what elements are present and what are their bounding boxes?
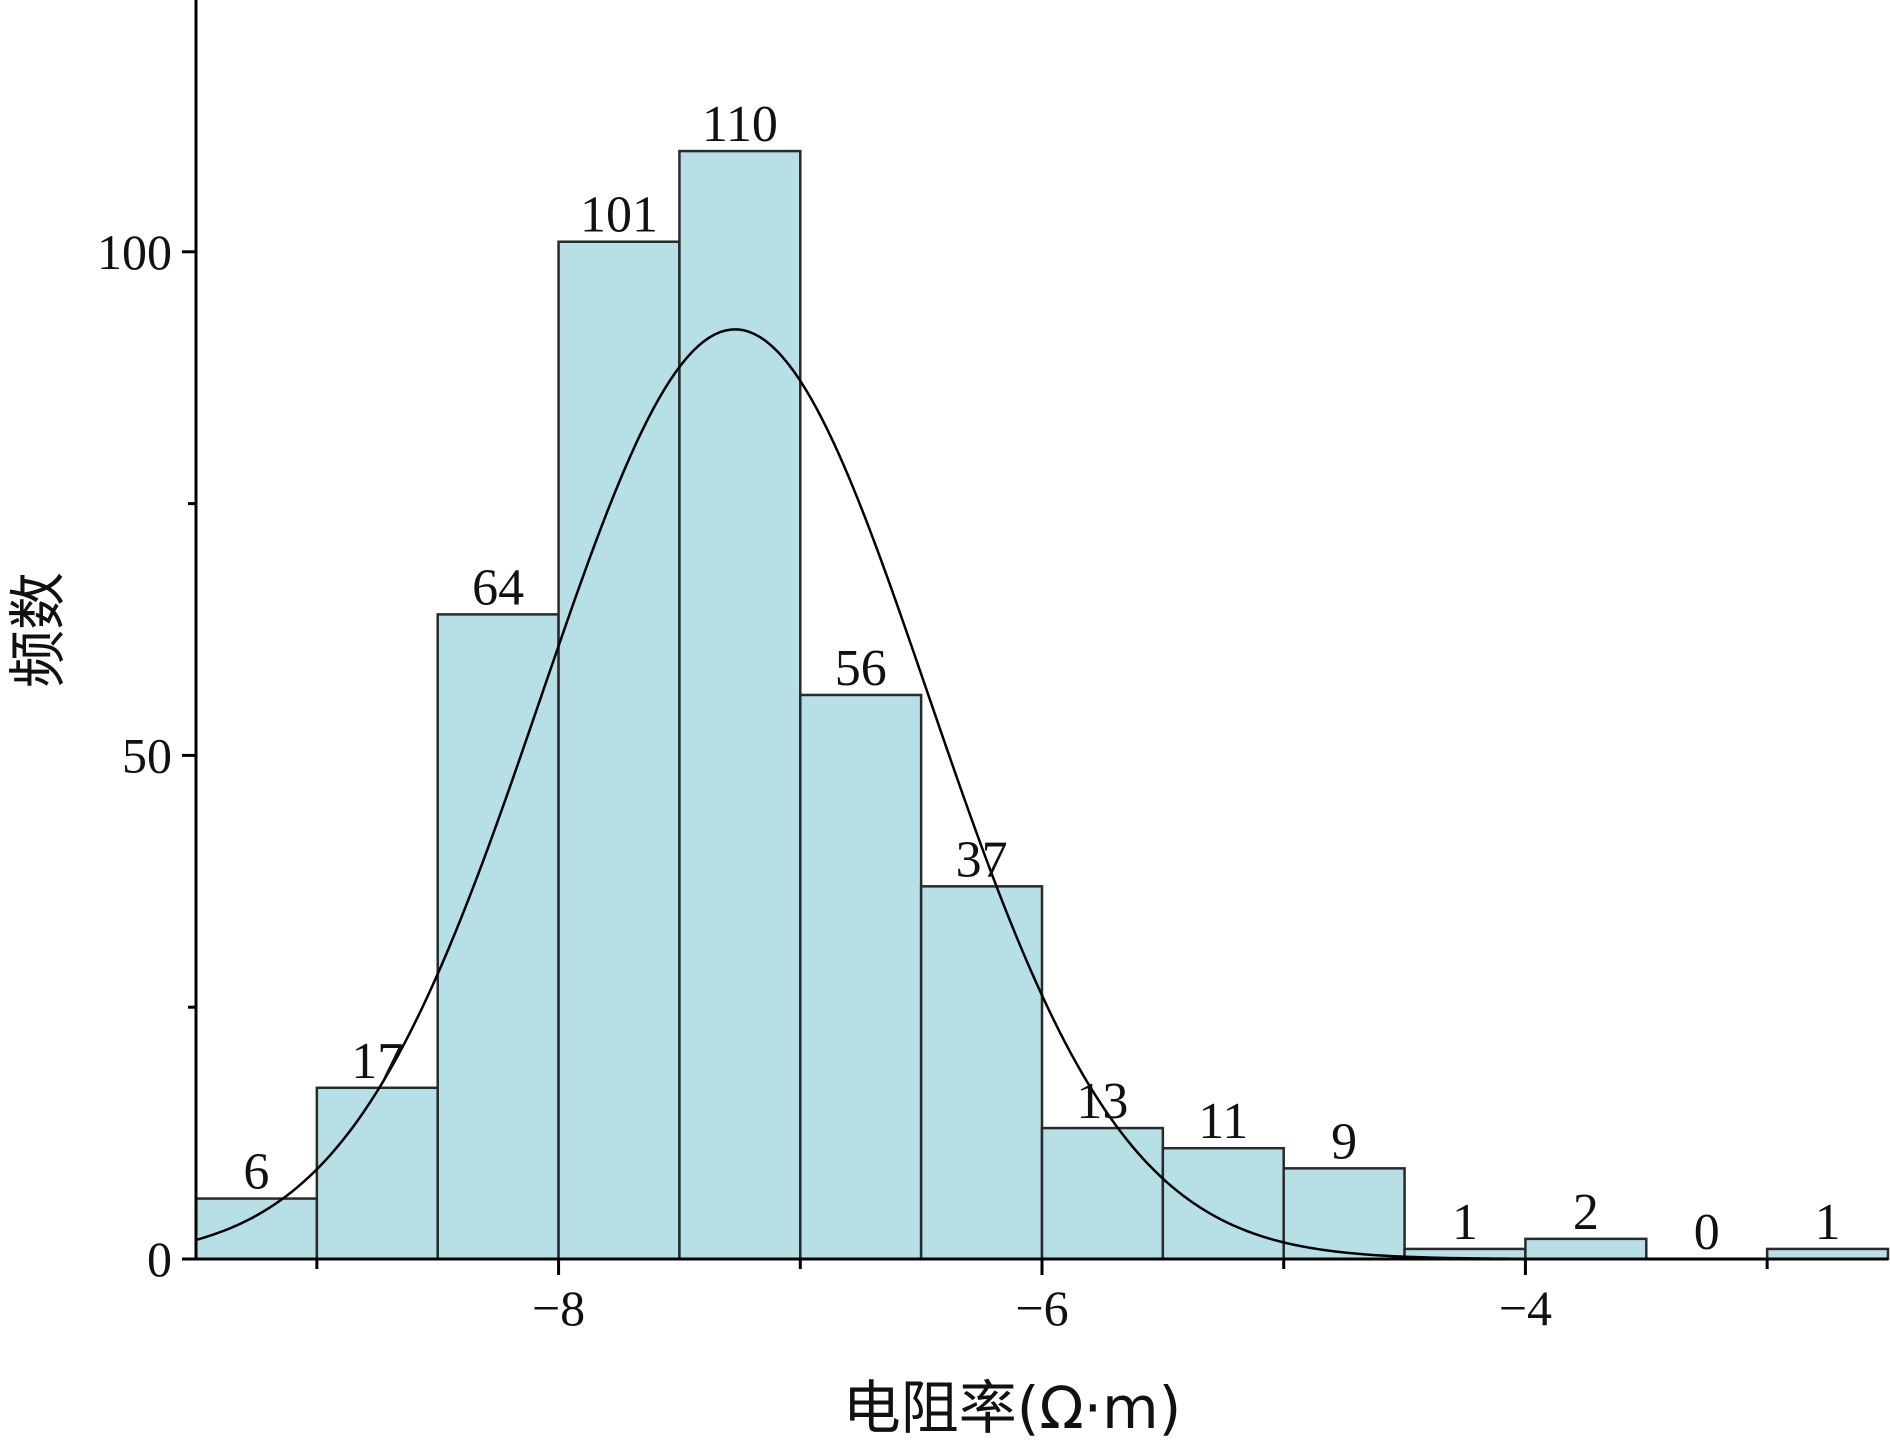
y-tick-label: 100 bbox=[97, 224, 172, 280]
data-labels-layer: 6 17 64 101 110 56 37 13 11 9 1 2 0 1 bbox=[243, 96, 1840, 1261]
bar-data-label: 17 bbox=[351, 1033, 403, 1090]
x-tick-label: −6 bbox=[1015, 1280, 1068, 1336]
x-axis-title: 电阻率(Ω·m) bbox=[843, 1374, 1182, 1442]
y-tick-label: 50 bbox=[122, 727, 172, 783]
bar-data-label: 6 bbox=[243, 1144, 269, 1201]
bar-data-label: 101 bbox=[580, 187, 658, 244]
bar-data-label: 1 bbox=[1815, 1194, 1841, 1251]
bar-data-label: 56 bbox=[835, 640, 887, 697]
bar-data-label: 2 bbox=[1573, 1184, 1599, 1241]
histogram-bar bbox=[919, 885, 1044, 1261]
y-axis-title: 频数 bbox=[4, 572, 72, 688]
y-tick-label: 0 bbox=[147, 1231, 172, 1287]
bar-data-label: 11 bbox=[1198, 1093, 1248, 1150]
histogram-bar bbox=[1161, 1146, 1285, 1261]
bar-data-label: 0 bbox=[1694, 1204, 1720, 1261]
bar-data-label: 1 bbox=[1452, 1194, 1478, 1251]
histogram-bar bbox=[436, 613, 560, 1261]
bar-data-label: 110 bbox=[702, 96, 778, 153]
ticks-layer: 0 50 100 −8 −6 −4 bbox=[97, 224, 1769, 1336]
bar-data-label: 37 bbox=[956, 831, 1008, 888]
bar-data-label: 13 bbox=[1076, 1073, 1128, 1130]
histogram-bar bbox=[799, 693, 923, 1261]
histogram-bar bbox=[315, 1086, 439, 1261]
x-tick-label: −4 bbox=[1499, 1280, 1552, 1336]
histogram-bar bbox=[678, 149, 802, 1261]
histogram-bar bbox=[1040, 1126, 1165, 1261]
histogram-bar bbox=[557, 240, 681, 1261]
bar-data-label: 9 bbox=[1331, 1113, 1357, 1170]
histogram-bar bbox=[1282, 1167, 1406, 1261]
bar-data-label: 64 bbox=[472, 559, 524, 616]
histogram-bar bbox=[1524, 1237, 1648, 1261]
bars-layer bbox=[194, 149, 1890, 1261]
histogram-bar bbox=[194, 1197, 319, 1261]
x-tick-label: −8 bbox=[532, 1280, 585, 1336]
